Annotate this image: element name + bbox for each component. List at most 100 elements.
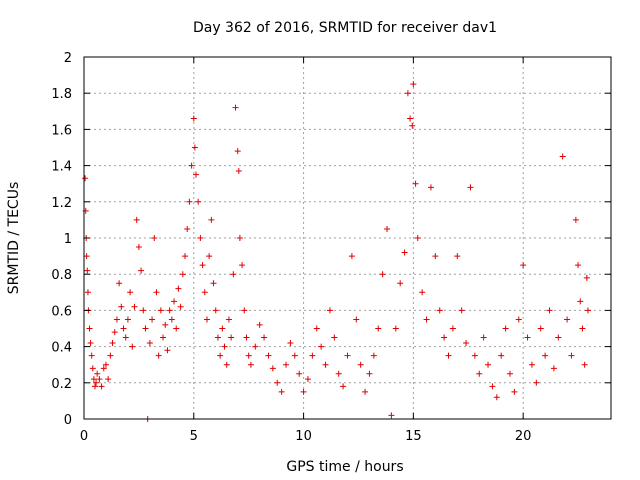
data-point bbox=[127, 289, 134, 296]
data-point bbox=[199, 262, 206, 269]
chart-title: Day 362 of 2016, SRMTID for receiver dav… bbox=[193, 20, 497, 36]
data-point bbox=[454, 253, 461, 260]
data-point bbox=[388, 412, 395, 419]
data-point bbox=[269, 365, 276, 372]
data-point bbox=[122, 334, 129, 341]
data-point bbox=[247, 361, 254, 368]
data-point bbox=[524, 334, 531, 341]
data-point bbox=[113, 316, 120, 323]
data-point bbox=[221, 343, 228, 350]
data-point bbox=[427, 184, 434, 191]
x-tick-label: 0 bbox=[80, 429, 88, 444]
data-point bbox=[162, 321, 169, 328]
data-point bbox=[480, 334, 487, 341]
data-point bbox=[493, 394, 500, 401]
data-point bbox=[124, 316, 131, 323]
data-point bbox=[313, 325, 320, 332]
data-point bbox=[142, 325, 149, 332]
data-point bbox=[100, 365, 107, 372]
data-point bbox=[326, 307, 333, 314]
x-tick-label: 10 bbox=[295, 429, 312, 444]
data-point bbox=[195, 198, 202, 205]
data-point bbox=[300, 388, 307, 395]
data-point bbox=[331, 334, 338, 341]
data-point bbox=[449, 325, 456, 332]
data-point bbox=[94, 370, 101, 377]
data-point bbox=[190, 115, 197, 122]
y-tick-label: 1.6 bbox=[51, 123, 72, 138]
data-point bbox=[201, 289, 208, 296]
data-point bbox=[575, 262, 582, 269]
data-point bbox=[192, 171, 199, 178]
data-point bbox=[572, 216, 579, 223]
data-point bbox=[184, 225, 191, 232]
data-point bbox=[441, 334, 448, 341]
y-tick-label: 0.2 bbox=[51, 377, 72, 392]
data-point bbox=[410, 81, 417, 88]
x-tick-label: 20 bbox=[515, 429, 532, 444]
data-point bbox=[223, 361, 230, 368]
data-point bbox=[533, 379, 540, 386]
data-point bbox=[217, 352, 224, 359]
data-point bbox=[353, 316, 360, 323]
data-points bbox=[82, 81, 591, 422]
data-point bbox=[111, 329, 118, 336]
data-point bbox=[88, 352, 95, 359]
data-point bbox=[274, 379, 281, 386]
data-point bbox=[90, 376, 97, 383]
data-point bbox=[155, 352, 162, 359]
data-point bbox=[309, 352, 316, 359]
data-point bbox=[160, 334, 167, 341]
data-point bbox=[186, 198, 193, 205]
data-point bbox=[214, 334, 221, 341]
grid bbox=[84, 57, 611, 419]
data-point bbox=[335, 370, 342, 377]
y-tick-label: 1.4 bbox=[51, 160, 72, 175]
data-point bbox=[407, 115, 414, 122]
data-point bbox=[506, 370, 513, 377]
data-point bbox=[344, 352, 351, 359]
data-point bbox=[118, 303, 125, 310]
data-point bbox=[559, 153, 566, 160]
data-point bbox=[445, 352, 452, 359]
data-point bbox=[436, 307, 443, 314]
data-point bbox=[171, 298, 178, 305]
data-point bbox=[419, 289, 426, 296]
data-point bbox=[568, 352, 575, 359]
data-point bbox=[203, 316, 210, 323]
data-point bbox=[235, 168, 242, 175]
data-point bbox=[116, 280, 123, 287]
data-point bbox=[375, 325, 382, 332]
data-point bbox=[98, 383, 105, 390]
data-point bbox=[550, 365, 557, 372]
data-point bbox=[278, 388, 285, 395]
data-point bbox=[89, 365, 96, 372]
data-point bbox=[138, 267, 145, 274]
data-point bbox=[234, 148, 241, 155]
data-point bbox=[366, 370, 373, 377]
data-point bbox=[232, 104, 239, 111]
data-point bbox=[583, 274, 590, 281]
data-point bbox=[520, 262, 527, 269]
data-point bbox=[188, 162, 195, 169]
data-point bbox=[581, 361, 588, 368]
x-tick-label: 5 bbox=[190, 429, 198, 444]
data-point bbox=[105, 376, 112, 383]
data-point bbox=[131, 303, 138, 310]
data-point bbox=[96, 376, 103, 383]
ticks bbox=[83, 56, 611, 420]
data-point bbox=[82, 175, 89, 182]
data-point bbox=[401, 249, 408, 256]
data-point bbox=[412, 180, 419, 187]
data-point bbox=[485, 361, 492, 368]
x-tick-labels: 0 5 10 15 20 bbox=[80, 429, 532, 444]
data-point bbox=[109, 339, 116, 346]
data-point bbox=[463, 339, 470, 346]
data-point bbox=[432, 253, 439, 260]
data-point bbox=[149, 316, 156, 323]
y-tick-labels: 0 0.2 0.4 0.6 0.8 1 1.2 1.4 1.6 1.8 2 bbox=[51, 51, 72, 428]
data-point bbox=[348, 253, 355, 260]
y-tick-label: 0.4 bbox=[51, 341, 72, 356]
data-point bbox=[83, 253, 90, 260]
